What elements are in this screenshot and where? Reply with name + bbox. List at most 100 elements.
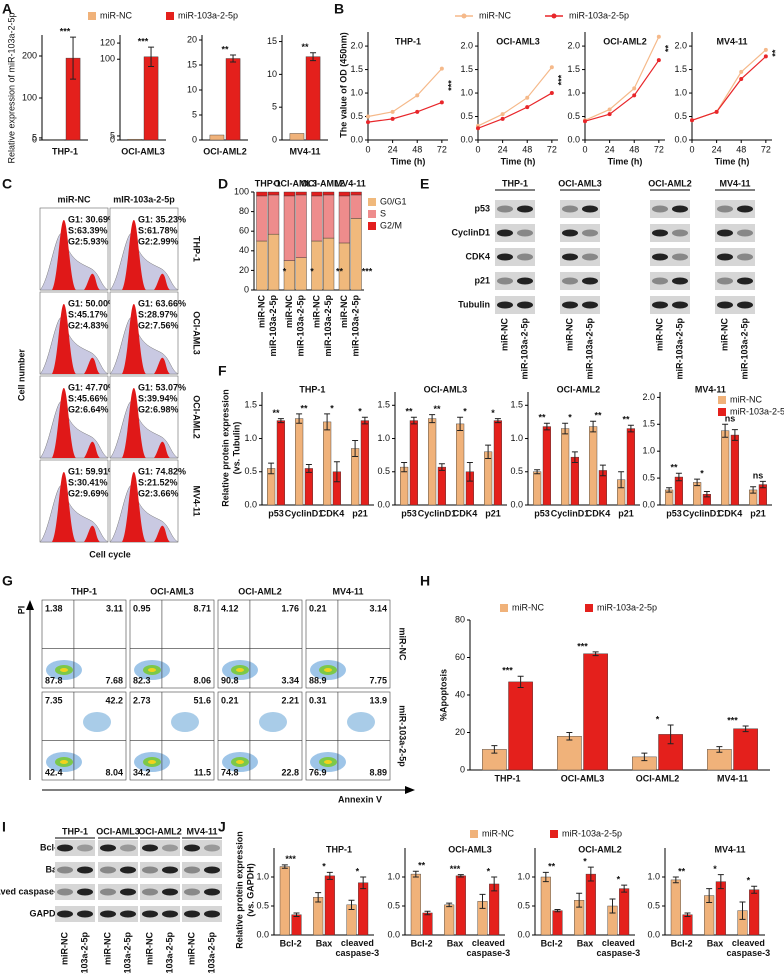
error-bar xyxy=(571,451,578,463)
blot-band xyxy=(204,910,220,918)
apoptotic-halo xyxy=(347,712,375,732)
protein-label: Bax xyxy=(45,864,62,874)
g1-peak xyxy=(122,219,146,290)
subplot-title: MV4-11 xyxy=(289,146,320,156)
error-bar xyxy=(554,908,561,913)
group-label: OCI-AML2 xyxy=(138,826,182,836)
error-bar xyxy=(621,884,628,893)
y-tick-label: 0.5 xyxy=(350,111,363,121)
x-tick-label: 48 xyxy=(412,144,422,154)
y-tick-label: 0 xyxy=(244,284,249,294)
blot-band xyxy=(672,277,688,285)
lane-label: miR-NC xyxy=(186,932,196,965)
x-tick-label: miR-103a-2-5p xyxy=(351,295,361,357)
blot-band xyxy=(652,229,668,237)
panel-letter: F xyxy=(218,363,227,379)
group-label: THP-1 xyxy=(502,178,528,188)
significance: * xyxy=(617,874,621,884)
error-bar xyxy=(429,414,436,424)
y-tick-label: 40 xyxy=(455,689,465,699)
error-bar xyxy=(438,463,445,471)
bar xyxy=(626,428,635,506)
x-tick-label: 48 xyxy=(522,144,532,154)
bar xyxy=(444,904,455,936)
bar-segment xyxy=(295,191,307,196)
error-bar xyxy=(694,478,701,487)
blot-band xyxy=(162,910,178,918)
error-bar xyxy=(494,418,501,424)
x-tick-label: 48 xyxy=(629,144,639,154)
y-tick-label: 80 xyxy=(455,614,465,624)
row-label: OCI-AML2 xyxy=(192,395,202,439)
x-arrowhead xyxy=(405,786,415,794)
phase-percent: S:21.52% xyxy=(138,477,178,487)
bar xyxy=(313,897,324,936)
legend-swatch xyxy=(368,210,376,218)
group-label: OCI-AML3 xyxy=(274,178,318,188)
lane-label: miR-NC xyxy=(144,932,154,965)
y-tick-label: 0.5 xyxy=(517,900,530,910)
y-tick-label: 0 xyxy=(32,134,37,144)
point xyxy=(583,119,587,124)
x-tick-label: 72 xyxy=(761,144,771,154)
error-bar xyxy=(315,892,322,903)
subplot-title: OCI-AML3 xyxy=(496,36,540,46)
y-tick-label: 2.0 xyxy=(350,40,363,50)
blot-band xyxy=(57,888,73,896)
y-tick-label: 1.0 xyxy=(510,433,523,443)
row-label: miR-103a-2-5p xyxy=(398,705,408,767)
x-tick-label: miR-NC xyxy=(339,295,349,328)
bar xyxy=(619,888,630,936)
y-tick-label: 1.5 xyxy=(460,64,473,74)
x-tick-label: CDK4 xyxy=(586,508,611,518)
blot-band xyxy=(120,888,136,896)
y-tick-label: 0.0 xyxy=(256,929,269,939)
quadrant-percent: 76.9 xyxy=(309,767,327,777)
quadrant-percent: 8.04 xyxy=(105,767,123,777)
x-tick-label: CDK4 xyxy=(718,508,743,518)
bar-segment xyxy=(295,194,307,258)
bar xyxy=(323,421,332,506)
x-tick-label: CyclinD1 xyxy=(285,508,324,518)
x-tick-label: Bcl-2 xyxy=(541,938,563,948)
bar xyxy=(540,876,551,936)
bar xyxy=(324,875,335,936)
x-axis-label: Time (h) xyxy=(715,156,750,166)
y-tick-label: 5 xyxy=(192,109,197,119)
bar xyxy=(493,420,502,506)
quadrant-percent: 0.21 xyxy=(221,695,239,705)
legend-label: G2/M xyxy=(380,220,402,230)
panel-letter: I xyxy=(2,819,6,835)
quadrant-percent: 51.6 xyxy=(193,695,211,705)
blot-band xyxy=(717,301,733,309)
y-tick-label: 0.0 xyxy=(674,134,687,144)
bar-segment xyxy=(295,257,307,291)
blot-band xyxy=(582,301,598,309)
point xyxy=(390,109,395,114)
point xyxy=(632,86,637,91)
x-tick-label: CyclinD1 xyxy=(418,508,457,518)
legend-swatch xyxy=(550,830,558,838)
x-tick-label: p21 xyxy=(750,508,766,518)
significance: *** xyxy=(446,80,456,91)
x-tick-label: miR-NC xyxy=(256,295,266,328)
legend-marker xyxy=(461,13,467,19)
group-label: THP-1 xyxy=(255,178,281,188)
x-tick-label: THP-1 xyxy=(494,773,520,783)
significance: * xyxy=(283,266,287,276)
x-tick-label: p53 xyxy=(401,508,417,518)
legend-label: S xyxy=(380,208,386,218)
x-tick-label: cleaved caspase-3 xyxy=(467,938,511,958)
error-bar xyxy=(742,725,749,733)
panel-letter: D xyxy=(218,176,228,192)
x-tick-label: 24 xyxy=(605,144,615,154)
point xyxy=(525,95,530,100)
y-tick-label: 0.0 xyxy=(244,499,257,509)
bar xyxy=(428,418,437,506)
y-axis-label: Relative protein expression xyxy=(220,389,230,507)
error-bar xyxy=(466,461,473,482)
bar-segment xyxy=(323,191,335,196)
y-tick-label: 1.0 xyxy=(256,871,269,881)
y-tick-label: 0.0 xyxy=(510,499,523,509)
lane-label: miR-103a-2-5p xyxy=(206,932,216,974)
